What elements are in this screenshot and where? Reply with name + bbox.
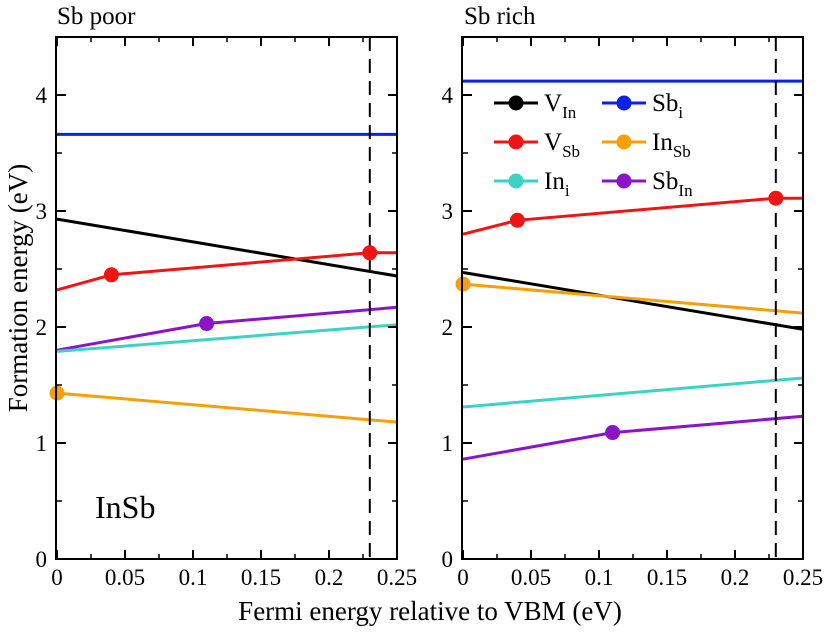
y-tick-label-sb-rich: 2 (442, 315, 454, 340)
x-tick-label-sb-rich: 0.15 (647, 565, 687, 590)
plot-frame-sb-rich (461, 36, 804, 560)
legend-label-sb-i: Sbi (652, 90, 683, 122)
marker-v-sb-0-sb-rich (509, 212, 525, 228)
marker-v-sb-1-sb-poor (362, 245, 378, 261)
material-label: InSb (95, 489, 155, 525)
legend-marker-v-sb (508, 134, 524, 150)
panel-title-sb-rich: Sb rich (464, 3, 536, 30)
x-axis-label: Fermi energy relative to VBM (eV) (238, 596, 622, 626)
y-axis-label: Formation energy (eV) (3, 164, 33, 412)
sb-poor-panel: Sb poor 0 0.05 0.1 0.15 0.2 0.25 0 1 2 3 4 InSb (36, 3, 418, 590)
panel-title-sb-poor: Sb poor (57, 3, 136, 30)
series-line-v-in-sb-poor (56, 217, 398, 278)
series-line-in-i-sb-poor (56, 323, 398, 353)
legend-label-v-sb: VSb (544, 129, 580, 161)
legend: VIn Sbi VSb InSb Ini SbIn (494, 90, 693, 200)
x-tick-label-sb-poor: 0.15 (241, 565, 281, 590)
x-tick-label-sb-rich: 0.05 (511, 565, 551, 590)
legend-marker-v-in (508, 95, 524, 111)
y-tick-label-sb-rich: 1 (442, 431, 454, 456)
legend-label-sb-in: SbIn (652, 168, 693, 200)
y-tick-label-sb-poor: 4 (36, 83, 48, 108)
series-line-in-sb-sb-rich (462, 282, 804, 315)
series-line-in-i-sb-rich (462, 376, 804, 409)
legend-label-in-sb: InSb (652, 129, 691, 161)
y-tick-label-sb-rich: 4 (442, 83, 454, 108)
plot-frame-sb-poor (55, 36, 398, 560)
series-line-v-sb-sb-poor (56, 251, 397, 292)
x-tick-label-sb-poor: 0.05 (105, 565, 145, 590)
x-tick-label-sb-poor: 0.1 (179, 565, 208, 590)
x-tick-label-sb-poor: 0 (51, 565, 63, 590)
x-tick-label-sb-rich: 0.2 (721, 565, 750, 590)
marker-v-sb-0-sb-poor (103, 267, 119, 283)
legend-marker-sb-i (616, 95, 632, 111)
x-tick-label-sb-poor: 0.2 (315, 565, 344, 590)
y-tick-label-sb-rich: 3 (442, 199, 454, 224)
y-tick-label-sb-poor: 0 (36, 547, 48, 572)
y-tick-label-sb-rich: 0 (442, 547, 454, 572)
marker-sb-in-0-sb-poor (199, 316, 215, 332)
series-line-in-sb-sb-poor (56, 391, 398, 424)
marker-sb-in-0-sb-rich (605, 425, 621, 441)
legend-marker-sb-in (616, 173, 632, 189)
x-tick-label-sb-rich: 0.1 (585, 565, 614, 590)
x-tick-label-sb-rich: 0.25 (783, 565, 823, 590)
legend-label-in-i: Ini (544, 168, 570, 200)
y-tick-label-sb-poor: 2 (36, 315, 48, 340)
legend-label-v-in: VIn (544, 90, 577, 122)
y-tick-label-sb-poor: 1 (36, 431, 48, 456)
marker-v-sb-1-sb-rich (768, 190, 784, 206)
legend-marker-in-i (508, 173, 524, 189)
y-tick-label-sb-poor: 3 (36, 199, 48, 224)
x-tick-label-sb-poor: 0.25 (377, 565, 417, 590)
series-line-v-in-sb-rich (462, 271, 804, 331)
x-tick-label-sb-rich: 0 (457, 565, 469, 590)
series-line-sb-in-sb-rich (462, 414, 804, 461)
series-line-v-sb-sb-rich (462, 196, 803, 236)
legend-marker-in-sb (616, 134, 632, 150)
